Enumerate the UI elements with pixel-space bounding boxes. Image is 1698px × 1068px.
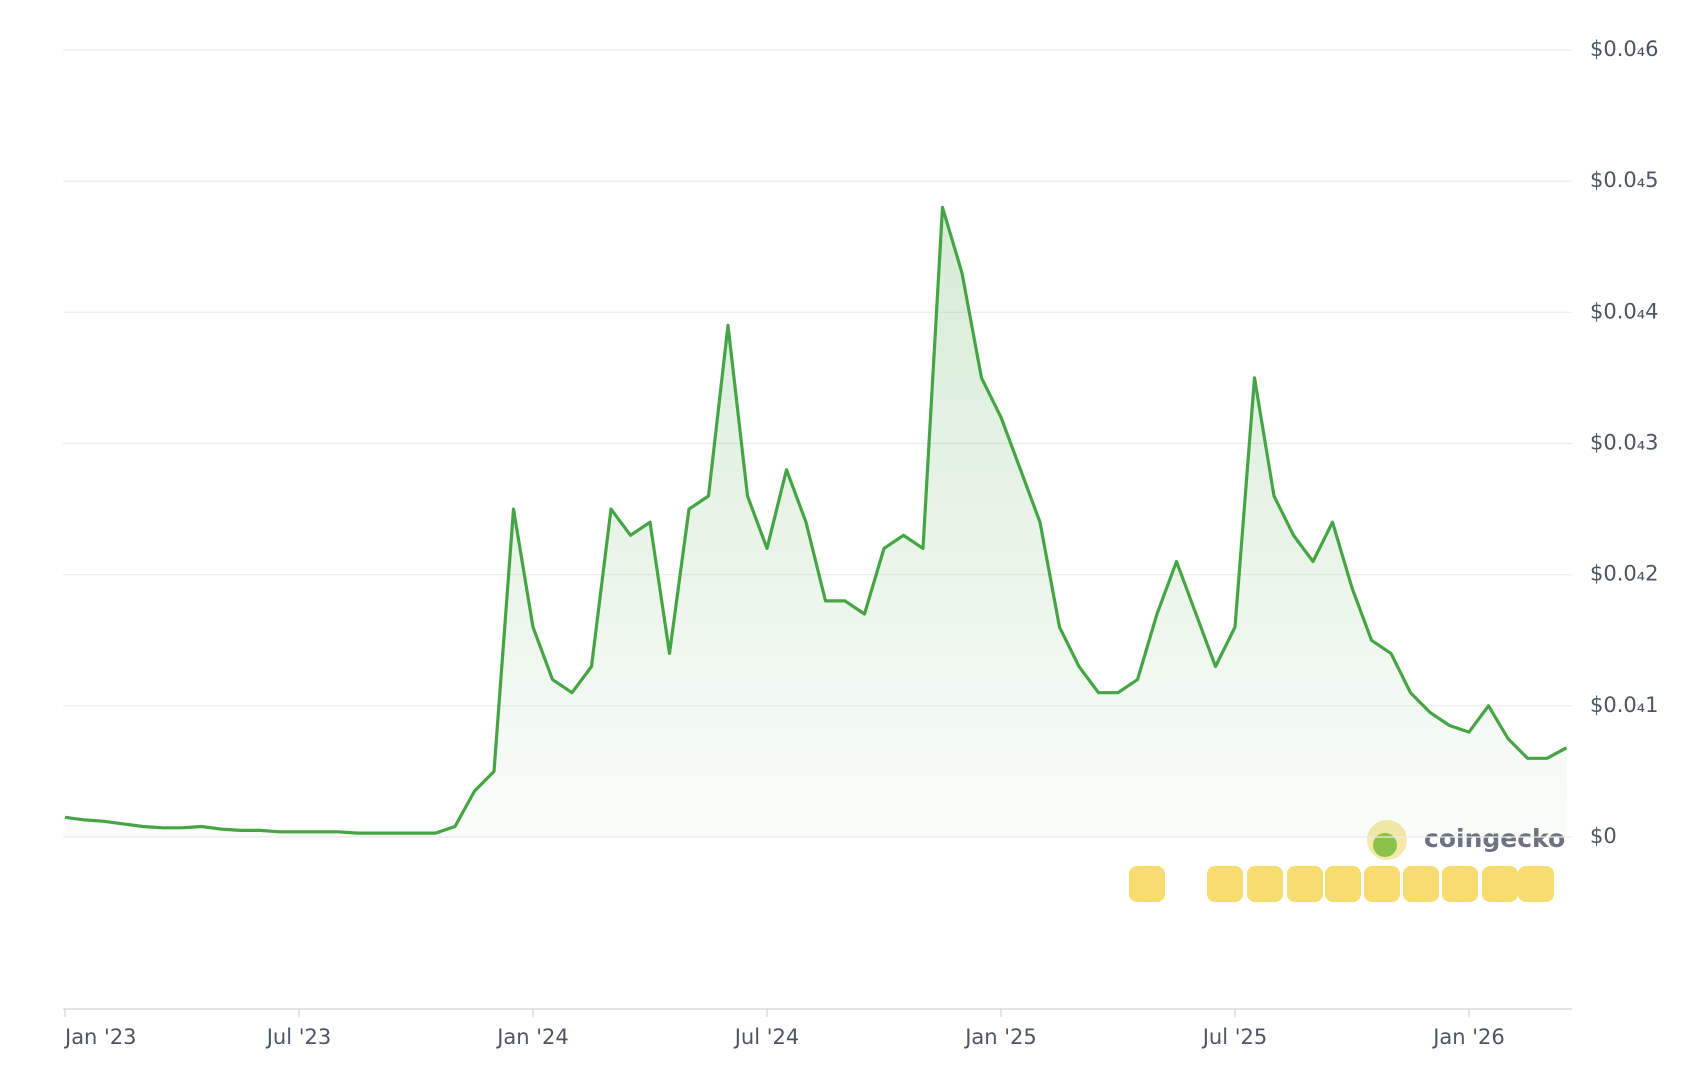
x-tick-label: Jan '26 [1431,1025,1505,1049]
y-tick-label: $0.0₄5 [1590,168,1659,192]
x-tick-label: Jul '24 [733,1025,800,1049]
y-tick-label: $0 [1590,824,1617,848]
badges [1129,866,1554,902]
y-tick-label: $0.0₄3 [1590,431,1659,455]
y-tick-label: $0.0₄4 [1590,299,1659,323]
x-tick-label: Jan '24 [495,1025,569,1049]
x-tick-label: Jan '25 [963,1025,1037,1049]
y-tick-label: $0.0₄6 [1590,37,1659,61]
x-tick-label: Jan '23 [63,1025,137,1049]
price-area [65,207,1567,837]
y-tick-label: $0.0₄1 [1590,693,1659,717]
brand-logo-inner [1373,833,1397,857]
y-tick-label: $0.0₄2 [1590,562,1659,586]
price-line [64,205,1568,835]
x-tick-label: Jul '25 [1201,1025,1268,1049]
x-tick-label: Jul '23 [265,1025,332,1049]
